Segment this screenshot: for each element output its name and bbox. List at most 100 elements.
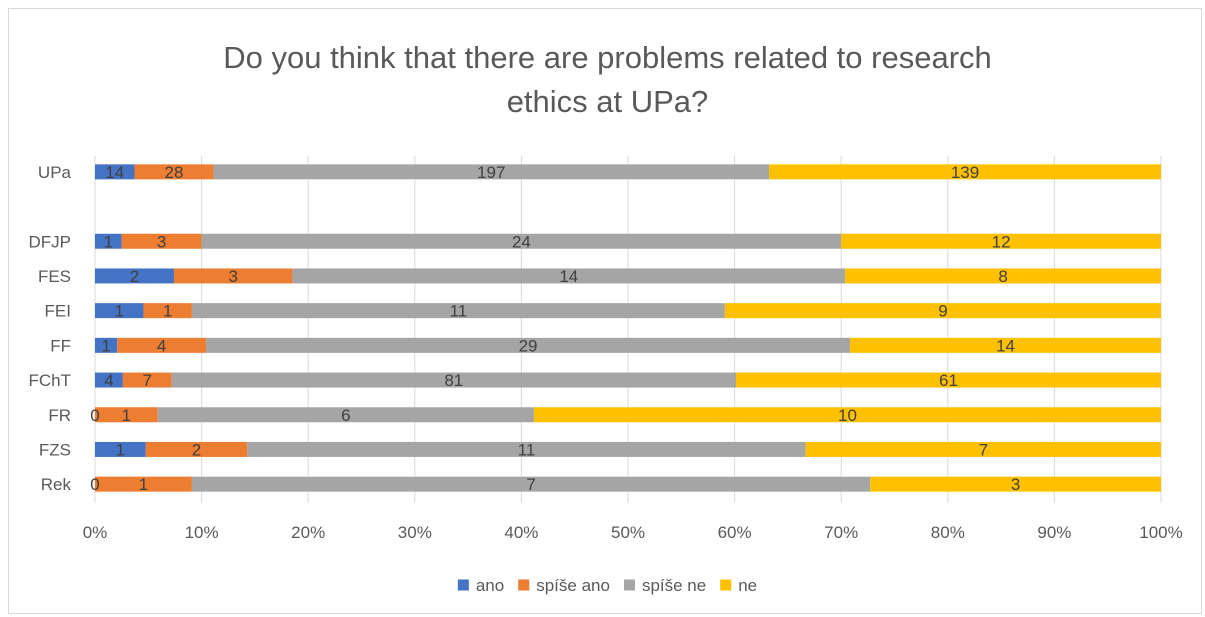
bar-segment: [95, 476, 192, 492]
data-label: 4: [104, 371, 113, 390]
legend-swatch: [623, 579, 635, 591]
chart-title: Do you think that there are problems rel…: [223, 40, 992, 119]
bar-segment: [735, 372, 1161, 388]
bar-segment: [724, 303, 1161, 319]
bar-segment: [845, 268, 1161, 284]
bars: [95, 164, 1161, 492]
data-label: 1: [114, 302, 123, 321]
bar-segment: [157, 407, 534, 423]
x-tick-label: 90%: [1037, 523, 1071, 542]
bar-segment: [171, 372, 736, 388]
bar-segment: [841, 233, 1161, 249]
data-label: 7: [526, 475, 535, 494]
category-label: FF: [50, 336, 71, 355]
data-label: 29: [519, 336, 538, 355]
data-label: 7: [143, 371, 152, 390]
data-label: 9: [938, 302, 947, 321]
value-axis: 0% 10% 20% 30% 40% 50% 60% 70% 80% 90% 100%: [83, 523, 1183, 542]
legend-label: ne: [738, 576, 757, 595]
data-label: 3: [1011, 475, 1020, 494]
bar-segment: [95, 441, 146, 457]
category-label: FR: [48, 406, 71, 425]
data-label: 81: [444, 371, 463, 390]
x-tick-label: 10%: [185, 523, 219, 542]
bar-segment: [769, 164, 1161, 180]
x-tick-label: 20%: [291, 523, 325, 542]
data-label: 7: [979, 440, 988, 459]
category-label: Rek: [41, 475, 72, 494]
data-label: 1: [116, 440, 125, 459]
data-label: 1: [122, 406, 131, 425]
x-tick-label: 50%: [611, 523, 645, 542]
data-label: 2: [192, 440, 201, 459]
data-label: 139: [951, 163, 979, 182]
category-label: FZS: [39, 440, 71, 459]
legend-swatch: [518, 579, 530, 591]
x-tick-label: 100%: [1139, 523, 1182, 542]
data-label: 24: [512, 232, 531, 251]
bar-segment: [213, 164, 770, 180]
bar-segment: [805, 441, 1161, 457]
data-label: 6: [341, 406, 350, 425]
bar-segment: [201, 233, 842, 249]
bar-segment: [191, 476, 871, 492]
data-label: 197: [477, 163, 505, 182]
bar-segment: [95, 337, 118, 353]
category-label: UPa: [38, 163, 72, 182]
category-label: FES: [38, 267, 71, 286]
data-label: 1: [139, 475, 148, 494]
data-label: 1: [104, 232, 113, 251]
data-label: 0: [90, 406, 99, 425]
bar-segment: [122, 372, 172, 388]
x-tick-label: 30%: [398, 523, 432, 542]
legend-swatch: [457, 579, 469, 591]
category-label: DFJP: [29, 232, 72, 251]
data-label: 3: [157, 232, 166, 251]
data-label: 28: [165, 163, 184, 182]
bar-segment: [95, 233, 122, 249]
bar-segment: [850, 337, 1161, 353]
bar-segment: [292, 268, 846, 284]
category-axis: UPa DFJP FES FEI FF FChT FR FZS Rek: [29, 163, 72, 494]
bar-segment: [121, 233, 202, 249]
data-label: 1: [101, 336, 110, 355]
data-label: 8: [998, 267, 1007, 286]
bar-segment: [533, 407, 1161, 423]
data-label: 12: [992, 232, 1011, 251]
x-tick-label: 0%: [83, 523, 108, 542]
bar-segment: [95, 268, 174, 284]
bar-segment: [95, 303, 144, 319]
x-tick-label: 60%: [718, 523, 752, 542]
data-label: 3: [228, 267, 237, 286]
bar-segment: [95, 164, 135, 180]
bar-segment: [191, 303, 725, 319]
data-label: 2: [130, 267, 139, 286]
data-label: 14: [559, 267, 578, 286]
bar-segment: [173, 268, 293, 284]
category-label: FChT: [29, 371, 72, 390]
bar-segment: [870, 476, 1161, 492]
bar-segment: [143, 303, 192, 319]
legend-swatch: [720, 579, 732, 591]
bar-segment: [134, 164, 214, 180]
data-label: 11: [518, 440, 536, 459]
legend-label: spíše ne: [642, 576, 706, 595]
x-tick-label: 70%: [824, 523, 858, 542]
bar-segment: [95, 372, 123, 388]
data-label: 14: [996, 336, 1015, 355]
data-label: 10: [838, 406, 857, 425]
data-label: 4: [157, 336, 166, 355]
bar-segment: [95, 407, 158, 423]
bar-segment: [247, 441, 806, 457]
data-label: 0: [90, 475, 99, 494]
legend: ano spíše ano spíše ne ne: [457, 576, 757, 595]
bar-segment: [117, 337, 207, 353]
data-label: 1: [163, 302, 172, 321]
bar-segment: [206, 337, 851, 353]
data-label: 61: [939, 371, 958, 390]
legend-label: ano: [476, 576, 504, 595]
data-label: 11: [450, 302, 468, 321]
bar-segment: [145, 441, 248, 457]
